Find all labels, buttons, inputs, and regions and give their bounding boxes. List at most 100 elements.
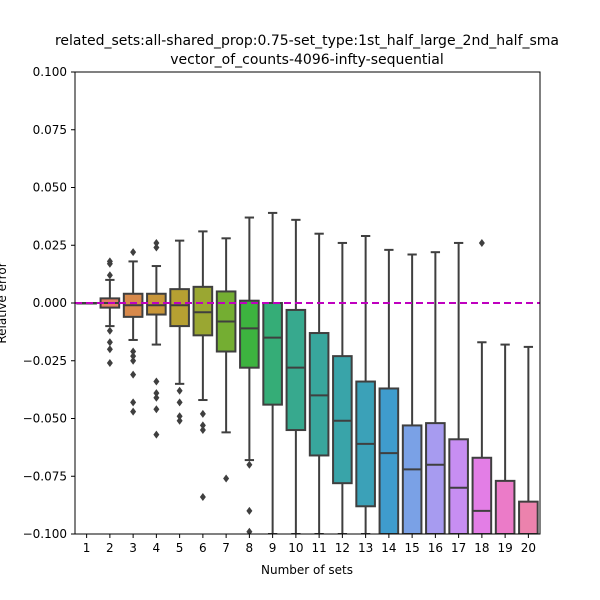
outlier-point	[106, 338, 113, 347]
box-2	[99, 257, 121, 368]
y-tick-label: 0.050	[33, 181, 67, 195]
y-tick-label: 0.100	[33, 65, 67, 79]
y-tick-label: −0.050	[23, 412, 67, 426]
box-body	[378, 387, 400, 534]
box-body	[448, 438, 469, 534]
outlier-point	[176, 398, 183, 407]
box-body	[262, 302, 283, 406]
box-17	[448, 241, 469, 534]
box-20	[518, 345, 539, 534]
y-tick-label: 0.000	[33, 296, 67, 310]
x-tick-label: 10	[288, 541, 303, 555]
outlier-point	[199, 493, 206, 502]
x-tick-label: 6	[199, 541, 207, 555]
x-tick-label: 15	[404, 541, 419, 555]
box-body	[192, 285, 214, 337]
outlier-point	[106, 359, 113, 368]
x-tick-label: 2	[106, 541, 114, 555]
y-tick-label: 0.025	[33, 238, 67, 252]
box-body	[332, 355, 353, 485]
outlier-point	[246, 460, 253, 469]
outlier-point	[130, 370, 137, 379]
outlier-point	[106, 345, 113, 354]
outlier-point	[176, 386, 183, 395]
box-body	[239, 299, 260, 369]
x-tick-label: 9	[269, 541, 277, 555]
boxes-layer	[76, 211, 539, 534]
box-19	[494, 343, 516, 534]
outlier-point	[199, 421, 206, 430]
box-12	[332, 241, 353, 534]
box-body	[425, 422, 446, 534]
x-tick-label: 20	[521, 541, 536, 555]
x-tick-label: 17	[451, 541, 466, 555]
x-tick-label: 14	[381, 541, 396, 555]
outlier-point	[199, 409, 206, 418]
outlier-point	[153, 405, 160, 414]
y-axis-label: Relative error	[0, 262, 9, 343]
outlier-point	[478, 238, 485, 247]
y-tick-label: −0.025	[23, 354, 67, 368]
chart-title-line-1: related_sets:all-shared_prop:0.75-set_ty…	[55, 33, 559, 49]
chart-title-line-2: vector_of_counts-4096-infty-sequential	[170, 52, 443, 68]
outlier-point	[153, 430, 160, 439]
outlier-point	[106, 326, 113, 335]
box-body	[308, 332, 330, 457]
x-tick-label: 8	[246, 541, 254, 555]
x-tick-label: 5	[176, 541, 184, 555]
outlier-point	[130, 398, 137, 407]
box-4	[146, 238, 167, 439]
x-axis-label: Number of sets	[261, 563, 353, 577]
x-tick-label: 1	[83, 541, 91, 555]
box-6	[192, 230, 214, 502]
box-14	[378, 248, 400, 534]
x-tick-label: 7	[222, 541, 230, 555]
outlier-point	[130, 356, 137, 365]
box-18	[471, 238, 493, 534]
outlier-point	[153, 243, 160, 252]
outlier-point	[153, 389, 160, 398]
box-body	[518, 500, 539, 534]
x-tick-label: 16	[428, 541, 443, 555]
box-11	[308, 232, 330, 534]
box-7	[215, 237, 237, 483]
box-9	[262, 211, 283, 534]
box-body	[471, 456, 493, 534]
outlier-point	[130, 347, 137, 356]
outlier-point	[130, 352, 137, 361]
outlier-point	[223, 474, 230, 483]
outlier-point	[153, 393, 160, 402]
outlier-point	[246, 527, 253, 534]
x-tick-label: 18	[474, 541, 489, 555]
outlier-point	[153, 377, 160, 386]
box-body	[169, 288, 190, 328]
box-body	[494, 479, 516, 534]
box-body	[401, 424, 423, 534]
box-5	[169, 239, 190, 425]
box-body	[285, 308, 307, 432]
box-13	[355, 235, 376, 534]
outlier-point	[130, 407, 137, 416]
x-tick-label: 13	[358, 541, 373, 555]
outlier-point	[130, 248, 137, 257]
outlier-point	[176, 416, 183, 425]
box-16	[425, 251, 446, 534]
outlier-point	[199, 426, 206, 435]
plot-area: −0.100 −0.075 −0.050 −0.025 0.000 0.025 0.050 0…	[23, 65, 541, 555]
outlier-point	[176, 412, 183, 421]
box-10	[285, 218, 307, 534]
x-tick-label: 12	[335, 541, 350, 555]
box-15	[401, 253, 423, 534]
y-tick-label: 0.075	[33, 123, 67, 137]
y-tick-label: −0.100	[23, 527, 67, 541]
box-3	[122, 248, 144, 416]
x-tick-label: 3	[129, 541, 137, 555]
x-tick-label: 11	[311, 541, 326, 555]
box-8	[239, 216, 260, 534]
outlier-point	[246, 506, 253, 515]
y-tick-label: −0.075	[23, 469, 67, 483]
outlier-point	[106, 259, 113, 268]
outlier-point	[153, 238, 160, 247]
outlier-point	[106, 271, 113, 280]
